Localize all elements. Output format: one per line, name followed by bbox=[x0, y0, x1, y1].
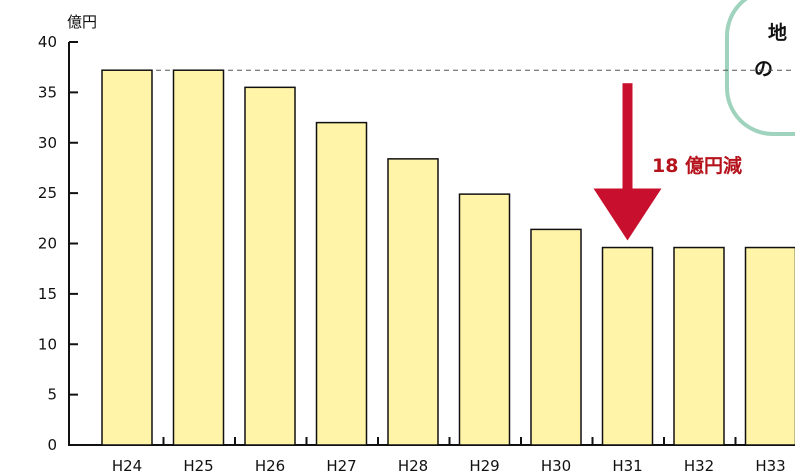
y-tick-label: 40 bbox=[38, 33, 57, 51]
bar-H33 bbox=[744, 246, 795, 446]
bar-H32 bbox=[673, 246, 725, 446]
x-tick-label: H26 bbox=[255, 457, 285, 474]
callout-bubble: 地 の bbox=[725, 0, 795, 136]
decrease-annotation: 18 億円減 bbox=[593, 83, 742, 241]
bar-H26 bbox=[244, 86, 296, 446]
callout-line-2: の bbox=[754, 58, 773, 80]
y-tick-label: 30 bbox=[38, 134, 57, 152]
decrease-label: 18 億円減 bbox=[652, 154, 742, 177]
callout-line-1: 地 bbox=[768, 21, 787, 44]
decrease-arrow-shaft bbox=[622, 83, 633, 190]
bar-H28 bbox=[387, 158, 439, 446]
y-tick-label: 10 bbox=[38, 335, 57, 353]
x-tick-label: H32 bbox=[684, 457, 714, 474]
x-tick-label: H33 bbox=[755, 457, 785, 474]
y-axis-unit-label: 億円 bbox=[67, 13, 97, 31]
bar-H24 bbox=[101, 69, 153, 446]
x-tick-label: H27 bbox=[326, 457, 356, 474]
bar-H30 bbox=[530, 228, 582, 446]
y-tick-label: 25 bbox=[38, 184, 57, 202]
bar-H27 bbox=[315, 121, 368, 446]
y-axis-ticks: 0 5 10 15 20 25 30 35 40 bbox=[38, 33, 78, 454]
bar-H25 bbox=[172, 69, 225, 446]
bar-H29 bbox=[458, 193, 511, 446]
x-tick-label: H30 bbox=[541, 457, 571, 474]
y-tick-label: 5 bbox=[47, 386, 57, 404]
bar-H31 bbox=[601, 246, 654, 446]
decrease-arrow-head bbox=[593, 188, 662, 241]
y-tick-label: 15 bbox=[38, 285, 57, 303]
callout-bubble-shape bbox=[725, 0, 795, 136]
x-axis-labels: H24 H25 H26 H27 H28 H29 H30 H31 H32 H33 bbox=[112, 437, 786, 474]
y-tick-label: 20 bbox=[38, 235, 57, 253]
x-tick-label: H28 bbox=[398, 457, 428, 474]
x-tick-label: H24 bbox=[112, 457, 142, 474]
x-tick-label: H31 bbox=[612, 457, 642, 474]
bars-group bbox=[101, 69, 795, 446]
x-tick-label: H25 bbox=[183, 457, 213, 474]
y-tick-label: 0 bbox=[47, 436, 57, 454]
x-tick-label: H29 bbox=[469, 457, 499, 474]
y-tick-label: 35 bbox=[38, 83, 57, 101]
